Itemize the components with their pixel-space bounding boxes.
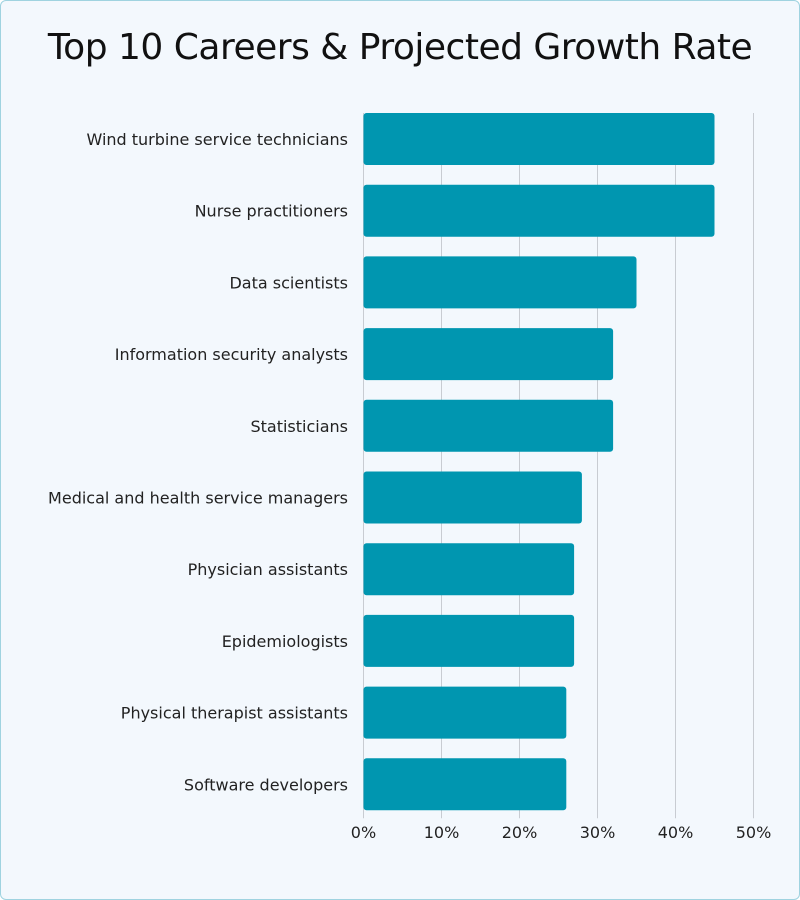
- category-label: Nurse practitioners: [195, 202, 348, 221]
- x-tick-label: 0%: [351, 823, 376, 842]
- x-tick-label: 20%: [502, 823, 538, 842]
- bar: [363, 399, 614, 452]
- bar: [363, 256, 637, 309]
- x-tick-label: 30%: [580, 823, 616, 842]
- category-label: Physical therapist assistants: [121, 704, 348, 723]
- bar: [363, 184, 715, 237]
- bar: [363, 543, 575, 596]
- x-tick-label: 10%: [424, 823, 460, 842]
- category-label: Information security analysts: [115, 345, 348, 364]
- category-label: Software developers: [184, 775, 348, 794]
- category-label: Medical and health service managers: [48, 489, 348, 508]
- bar: [363, 758, 567, 811]
- category-label: Statisticians: [250, 417, 348, 436]
- bar: [363, 686, 567, 739]
- bar: [363, 614, 575, 667]
- bar: [363, 113, 715, 165]
- chart-title: Top 10 Careers & Projected Growth Rate: [47, 27, 753, 68]
- category-label: Physician assistants: [188, 560, 348, 579]
- category-label: Wind turbine service technicians: [86, 130, 348, 149]
- x-tick-label: 50%: [736, 823, 772, 842]
- bar: [363, 328, 614, 381]
- bar: [363, 471, 582, 524]
- x-tick-label: 40%: [658, 823, 694, 842]
- category-label: Data scientists: [229, 273, 348, 292]
- category-label: Epidemiologists: [222, 632, 348, 651]
